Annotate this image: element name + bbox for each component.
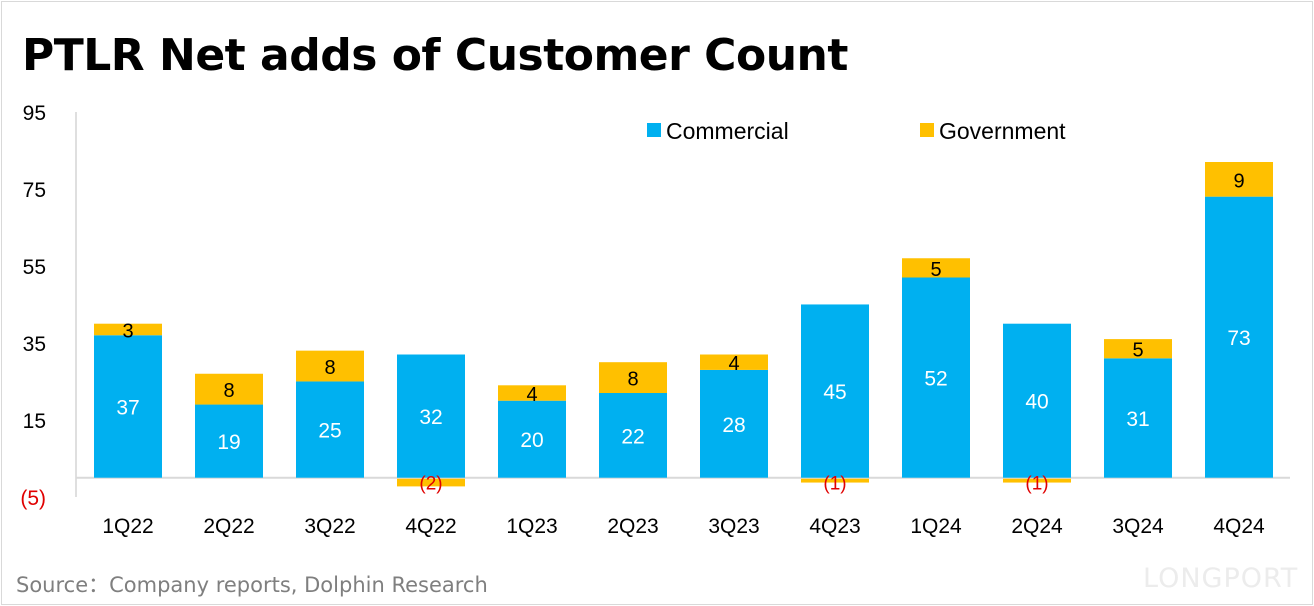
y-tick-label: 55 [23, 256, 46, 279]
data-label-government: 5 [1132, 340, 1143, 362]
y-tick-label: 15 [23, 410, 46, 433]
legend-swatch [920, 123, 934, 137]
x-tick-label: 4Q24 [1213, 515, 1265, 538]
x-tick-label: 4Q23 [809, 515, 860, 538]
data-label-government: 9 [1233, 170, 1244, 192]
bar-government [902, 258, 970, 278]
data-label-government: 8 [223, 380, 234, 402]
data-label-government: 8 [627, 369, 638, 391]
x-tick-label: 2Q22 [203, 515, 254, 538]
data-label-government: (2) [419, 474, 442, 495]
data-label-commercial: 25 [318, 420, 341, 443]
data-label-government: (1) [823, 474, 846, 495]
bar-government [599, 362, 667, 393]
x-tick-label: 4Q22 [405, 515, 456, 538]
bar-government [296, 350, 364, 382]
bar-government [498, 385, 566, 401]
data-label-government: 3 [122, 320, 133, 342]
data-label-commercial: 22 [621, 425, 644, 448]
bar-commercial [1205, 196, 1273, 478]
x-tick-label: 3Q24 [1112, 515, 1164, 538]
bar-commercial [195, 404, 263, 478]
bar-government [700, 354, 768, 370]
data-label-commercial: 20 [520, 429, 543, 452]
x-tick-label: 2Q24 [1011, 515, 1063, 538]
data-label-government: 8 [324, 357, 335, 379]
bar-commercial [1003, 323, 1071, 478]
bar-government [94, 323, 162, 336]
legend-label: Government [939, 118, 1066, 144]
x-tick-label: 2Q23 [607, 515, 658, 538]
x-tick-label: 3Q22 [304, 515, 355, 538]
y-tick-label: 35 [23, 333, 46, 356]
bar-government [1205, 162, 1273, 197]
bar-government [397, 478, 465, 487]
bar-commercial [498, 400, 566, 478]
data-label-commercial: 52 [924, 368, 947, 391]
y-tick-label: (5) [20, 487, 46, 510]
bar-commercial [902, 277, 970, 478]
data-label-government: 4 [728, 353, 739, 375]
source-note: Source：Company reports, Dolphin Research [16, 573, 488, 597]
x-tick-label: 1Q23 [506, 515, 557, 538]
longport-logo: LONGPORT [1143, 563, 1299, 594]
data-label-commercial: 45 [823, 381, 846, 404]
y-tick-label: 95 [23, 102, 46, 125]
bar-government [195, 373, 263, 405]
chart-title: PTLR Net adds of Customer Count [22, 30, 848, 81]
data-label-commercial: 73 [1227, 327, 1250, 350]
legend-swatch [647, 123, 661, 137]
x-tick-label: 1Q24 [910, 515, 962, 538]
y-tick-label: 75 [23, 179, 46, 202]
bar-government [1104, 339, 1172, 359]
data-label-commercial: 37 [116, 396, 139, 419]
bar-commercial [296, 381, 364, 478]
data-label-commercial: 32 [419, 406, 442, 429]
x-tick-label: 3Q23 [708, 515, 759, 538]
bar-commercial [94, 335, 162, 478]
data-label-commercial: 28 [722, 414, 745, 437]
legend-label: Commercial [666, 118, 789, 144]
data-label-commercial: 19 [217, 431, 240, 454]
data-label-government: 4 [526, 384, 537, 406]
data-label-commercial: 31 [1126, 408, 1149, 431]
bar-commercial [700, 369, 768, 478]
bar-government [801, 478, 869, 483]
data-label-government: (1) [1025, 474, 1048, 495]
data-label-government: 5 [930, 259, 941, 281]
bar-commercial [599, 393, 667, 478]
bar-commercial [801, 304, 869, 478]
x-tick-label: 1Q22 [102, 515, 153, 538]
bar-government [1003, 478, 1071, 483]
data-label-commercial: 40 [1025, 391, 1048, 414]
bar-commercial [397, 354, 465, 478]
bar-commercial [1104, 358, 1172, 478]
